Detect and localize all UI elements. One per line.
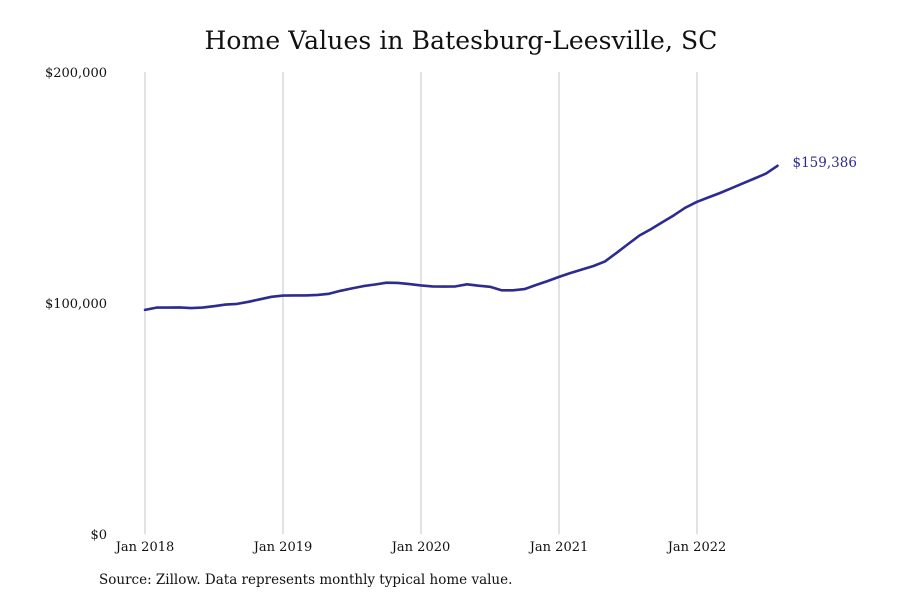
x-tick-label: Jan 2020 <box>390 540 451 555</box>
annotations: $159,386 <box>793 155 857 171</box>
source-note: Source: Zillow. Data represents monthly … <box>99 572 513 588</box>
y-axis-ticks: $0 $100,000 $200,000 <box>45 66 107 543</box>
x-axis-ticks: Jan 2018 Jan 2019 Jan 2020 Jan 2021 Jan 2022 <box>114 540 727 555</box>
chart-title: Home Values in Batesburg-Leesville, SC <box>204 26 718 55</box>
gridlines <box>144 72 698 534</box>
y-tick-label: $0 <box>90 528 107 543</box>
x-tick-label: Jan 2022 <box>666 540 727 555</box>
y-tick-label: $200,000 <box>45 66 107 81</box>
series-line <box>143 164 779 312</box>
end-value-label: $159,386 <box>793 155 857 171</box>
x-tick-label: Jan 2018 <box>114 540 175 555</box>
y-tick-label: $100,000 <box>45 297 107 312</box>
x-tick-label: Jan 2019 <box>252 540 313 555</box>
series-layer <box>143 164 779 312</box>
x-tick-label: Jan 2021 <box>528 540 589 555</box>
